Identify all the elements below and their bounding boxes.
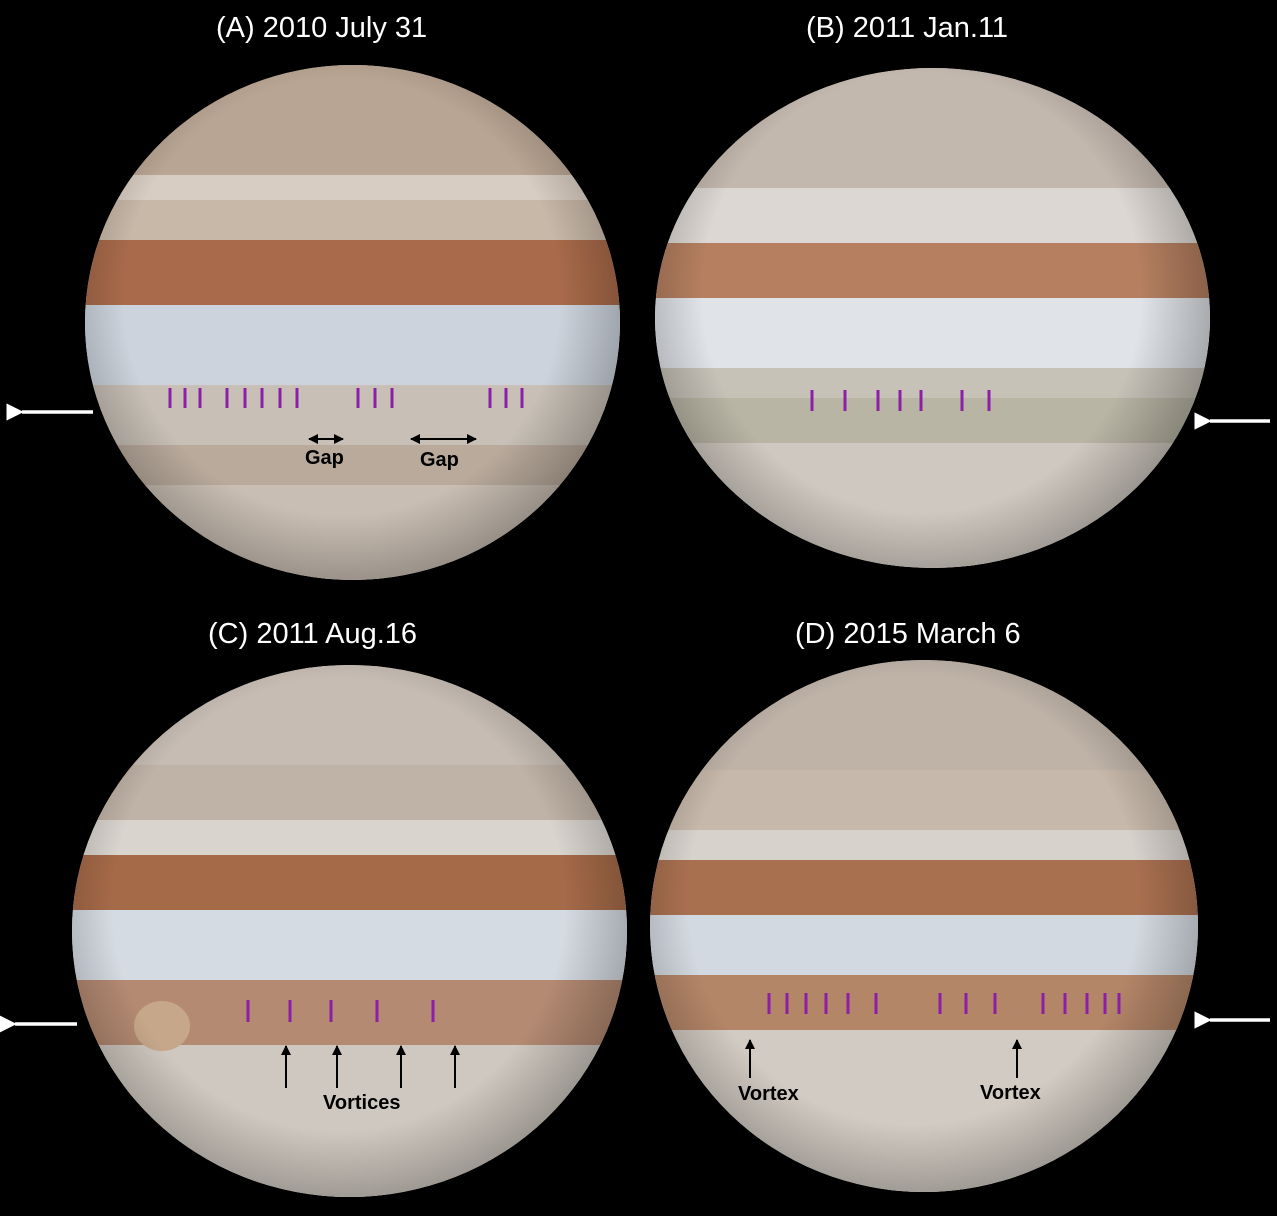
jupiter-image-c — [72, 665, 627, 1197]
vortex-label-1: Vortex — [738, 1083, 799, 1105]
vortices-arrows — [281, 1045, 460, 1088]
panel-a-ticks — [168, 388, 524, 408]
panel-c-title: (C) 2011 Aug.16 — [208, 618, 418, 650]
panel-b-title: (B) 2011 Jan.11 — [806, 12, 1009, 44]
vortex-label-2: Vortex — [980, 1082, 1041, 1104]
jupiter-image-a — [85, 65, 620, 580]
panel-c-ticks — [246, 1000, 435, 1022]
vortices-label: Vortices — [323, 1092, 401, 1114]
panel-d-ticks — [767, 993, 1121, 1014]
gap-label-2: Gap — [420, 449, 459, 471]
jupiter-image-b — [655, 68, 1210, 568]
jupiter-image-d — [650, 660, 1198, 1192]
panel-b-ticks — [810, 390, 991, 411]
panel-d-title: (D) 2015 March 6 — [795, 618, 1021, 650]
gap-label-1: Gap — [305, 447, 344, 469]
panel-a-title: (A) 2010 July 31 — [216, 12, 428, 44]
